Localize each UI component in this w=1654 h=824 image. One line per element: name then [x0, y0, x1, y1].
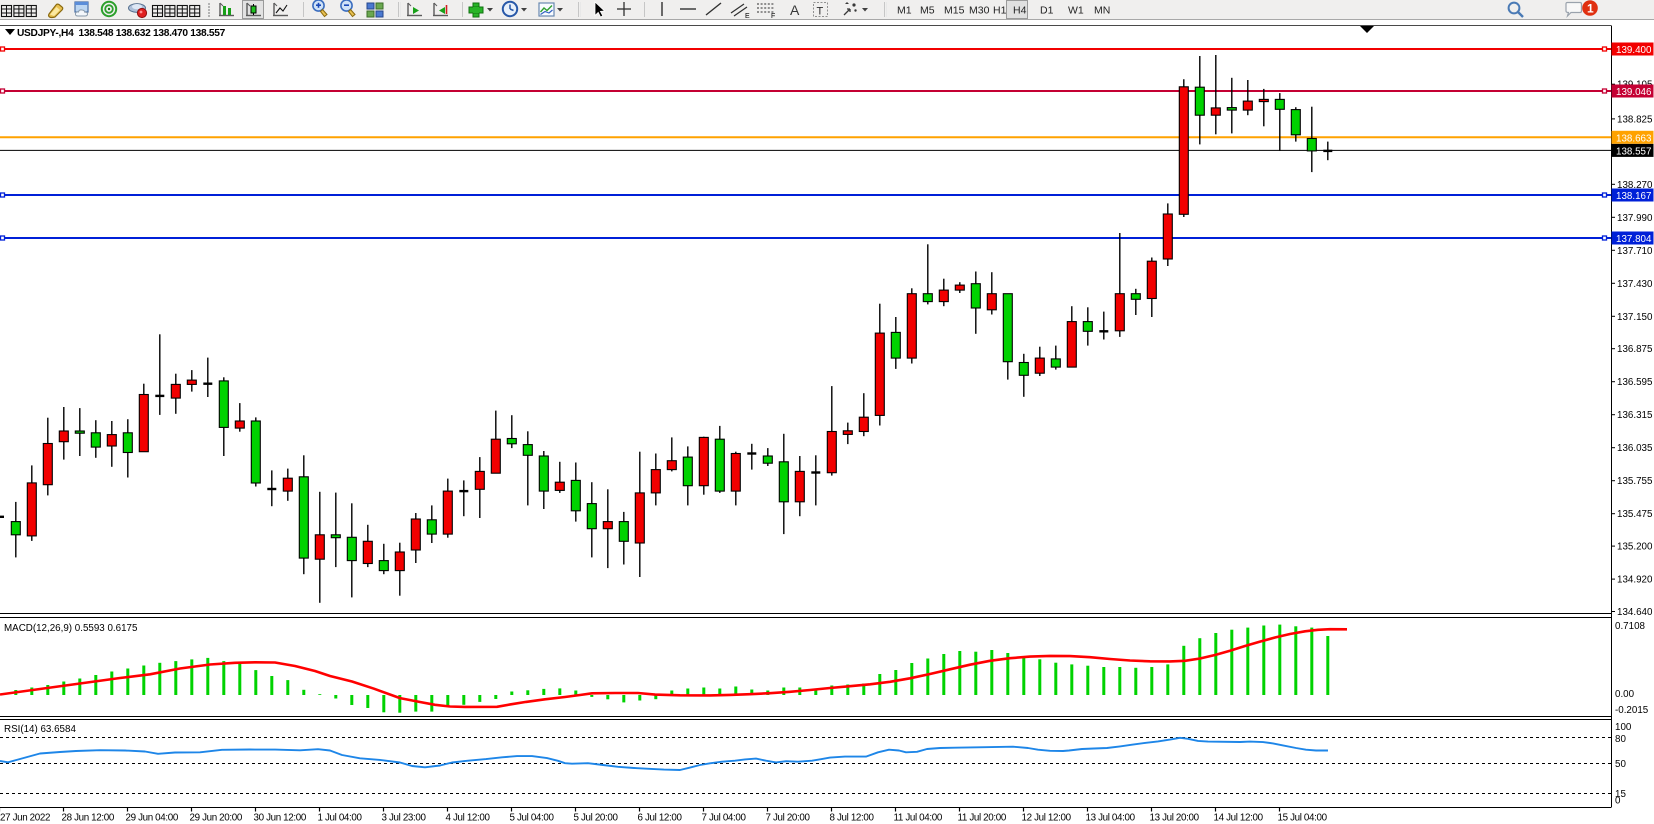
svg-text:137.430: 137.430: [1617, 279, 1653, 290]
svg-text:H4: H4: [1013, 5, 1027, 17]
svg-text:T: T: [817, 6, 824, 18]
svg-text:136.035: 136.035: [1617, 443, 1653, 454]
svg-text:136.595: 136.595: [1617, 377, 1653, 388]
svg-text:137.804: 137.804: [1616, 234, 1652, 245]
svg-text:138.270: 138.270: [1617, 180, 1653, 191]
svg-text:1: 1: [1587, 2, 1594, 16]
svg-text:RSI(14) 63.6584: RSI(14) 63.6584: [4, 724, 76, 735]
svg-text:E: E: [745, 13, 750, 20]
svg-text:135.755: 135.755: [1617, 476, 1653, 487]
svg-text:MACD(12,26,9) 0.5593 0.6175: MACD(12,26,9) 0.5593 0.6175: [4, 623, 138, 634]
svg-text:137.150: 137.150: [1617, 312, 1653, 323]
svg-text:M1: M1: [897, 5, 912, 17]
svg-text:12 Jul 12:00: 12 Jul 12:00: [1022, 813, 1072, 824]
svg-text:137.710: 137.710: [1617, 246, 1653, 257]
svg-text:13 Jul 04:00: 13 Jul 04:00: [1086, 813, 1136, 824]
svg-text:USDJPY-,H4 138.548 138.632 13: USDJPY-,H4 138.548 138.632 138.470 138.5…: [17, 28, 226, 39]
svg-text:139.046: 139.046: [1616, 87, 1652, 98]
svg-text:134.640: 134.640: [1617, 607, 1653, 618]
svg-text:7 Jul 20:00: 7 Jul 20:00: [766, 813, 811, 824]
svg-text:100: 100: [1615, 722, 1632, 733]
svg-text:137.990: 137.990: [1617, 213, 1653, 224]
svg-text:14 Jul 12:00: 14 Jul 12:00: [1214, 813, 1264, 824]
svg-text:4 Jul 12:00: 4 Jul 12:00: [446, 813, 491, 824]
svg-text:F: F: [771, 13, 775, 20]
svg-text:0.7108: 0.7108: [1615, 621, 1646, 632]
svg-text:M15: M15: [944, 5, 965, 17]
svg-text:11 Jul 04:00: 11 Jul 04:00: [894, 813, 943, 824]
svg-text:50: 50: [1615, 759, 1626, 770]
svg-text:A: A: [790, 2, 800, 18]
svg-text:135.475: 135.475: [1617, 509, 1653, 520]
svg-text:1 Jul 04:00: 1 Jul 04:00: [318, 813, 363, 824]
svg-text:5 Jul 20:00: 5 Jul 20:00: [574, 813, 619, 824]
svg-text:5 Jul 04:00: 5 Jul 04:00: [510, 813, 555, 824]
svg-text:W1: W1: [1068, 5, 1084, 17]
svg-text:-0.2015: -0.2015: [1615, 705, 1649, 716]
svg-text:M5: M5: [920, 5, 935, 17]
svg-text:135.200: 135.200: [1617, 542, 1653, 553]
svg-text:H1: H1: [993, 5, 1007, 17]
svg-text:29 Jun 20:00: 29 Jun 20:00: [190, 813, 243, 824]
svg-text:80: 80: [1615, 734, 1626, 745]
svg-text:6 Jul 12:00: 6 Jul 12:00: [638, 813, 683, 824]
svg-text:138.825: 138.825: [1617, 114, 1653, 125]
svg-text:30 Jun 12:00: 30 Jun 12:00: [254, 813, 307, 824]
svg-text:138.167: 138.167: [1616, 191, 1651, 202]
svg-text:M30: M30: [969, 5, 990, 17]
svg-text:136.315: 136.315: [1617, 410, 1653, 421]
svg-text:11 Jul 20:00: 11 Jul 20:00: [958, 813, 1007, 824]
svg-text:27 Jun 2022: 27 Jun 2022: [0, 813, 50, 824]
svg-text:0.00: 0.00: [1615, 689, 1635, 700]
svg-text:28 Jun 12:00: 28 Jun 12:00: [62, 813, 115, 824]
svg-text:15: 15: [1615, 789, 1626, 800]
svg-text:138.663: 138.663: [1616, 133, 1652, 144]
svg-text:29 Jun 04:00: 29 Jun 04:00: [126, 813, 179, 824]
svg-text:D1: D1: [1040, 5, 1054, 17]
svg-text:139.400: 139.400: [1616, 45, 1652, 56]
svg-text:0: 0: [1615, 796, 1621, 807]
svg-text:MN: MN: [1094, 5, 1110, 17]
svg-text:136.875: 136.875: [1617, 344, 1653, 355]
svg-text:134.920: 134.920: [1617, 575, 1653, 586]
svg-text:13 Jul 20:00: 13 Jul 20:00: [1150, 813, 1200, 824]
svg-text:15 Jul 04:00: 15 Jul 04:00: [1278, 813, 1328, 824]
svg-text:8 Jul 12:00: 8 Jul 12:00: [830, 813, 875, 824]
svg-text:7 Jul 04:00: 7 Jul 04:00: [702, 813, 747, 824]
svg-text:138.557: 138.557: [1616, 146, 1651, 157]
svg-text:3 Jul 23:00: 3 Jul 23:00: [382, 813, 427, 824]
